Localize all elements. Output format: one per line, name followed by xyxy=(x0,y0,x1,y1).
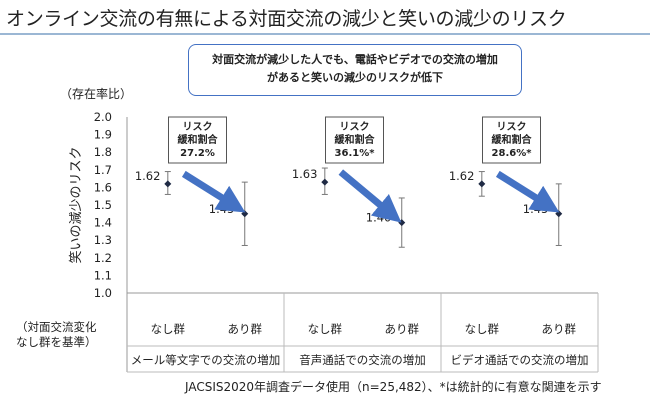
y-tick-label: 1.2 xyxy=(94,251,112,265)
data-label: 1.63 xyxy=(292,167,318,181)
category-label: なし群 xyxy=(465,322,500,336)
category-label: あり群 xyxy=(228,322,263,336)
risk-box-text: 緩和割合 xyxy=(492,133,533,146)
data-point xyxy=(478,180,486,188)
category-label: なし群 xyxy=(151,322,186,336)
risk-box-text: 緩和割合 xyxy=(178,133,219,146)
y-tick-label: 1.8 xyxy=(94,145,112,159)
y-axis-title: 笑いの減少のリスク xyxy=(68,146,84,263)
group-name: メール等文字での交流の増加 xyxy=(131,353,281,367)
group-name: 音声通話での交流の増加 xyxy=(299,353,426,367)
group-name: ビデオ通話での交流の増加 xyxy=(451,353,589,367)
y-tick-label: 1.7 xyxy=(94,163,112,177)
data-point xyxy=(321,178,329,186)
trend-arrow xyxy=(495,170,560,213)
footnote: JACSIS2020年調査データ使用（n=25,482）、*は統計的に有意な関連… xyxy=(185,380,602,394)
category-label: なし群 xyxy=(308,322,343,336)
risk-box-text: リスク xyxy=(497,121,527,133)
risk-box xyxy=(325,116,384,164)
risk-box-text: 27.2% xyxy=(180,148,215,159)
risk-box-text: リスク xyxy=(183,121,213,133)
data-point xyxy=(241,210,249,218)
y-axis-unit: （存在率比） xyxy=(60,86,132,101)
data-point xyxy=(555,210,563,218)
callout-line-1: 対面交流が減少した人でも、電話やビデオでの交流の増加 xyxy=(212,53,498,66)
data-point xyxy=(164,180,172,188)
data-label: 1.62 xyxy=(449,169,475,183)
risk-box-text: 36.1%* xyxy=(335,148,376,159)
y-tick-label: 1.9 xyxy=(94,128,112,142)
y-tick-label: 1.1 xyxy=(94,268,112,282)
category-label: あり群 xyxy=(385,322,420,336)
summary-callout: 対面交流が減少した人でも、電話やビデオでの交流の増加 があると笑いの減少のリスク… xyxy=(188,44,522,96)
title-divider xyxy=(0,33,650,35)
y-tick-label: 1.3 xyxy=(94,233,112,247)
y-tick-label: 1.5 xyxy=(94,198,112,212)
reference-label-line-2: なし群を基準） xyxy=(16,335,97,349)
data-label: 1.62 xyxy=(135,169,161,183)
data-point xyxy=(398,219,406,227)
callout-line-2: があると笑いの減少のリスクが低下 xyxy=(267,71,443,84)
risk-box-text: 緩和割合 xyxy=(335,133,376,146)
y-tick-label: 1.6 xyxy=(94,180,112,194)
reference-label-line-1: （対面交流変化 xyxy=(16,320,97,334)
trend-arrow xyxy=(181,170,246,213)
trend-arrow xyxy=(338,169,402,223)
category-label: あり群 xyxy=(542,322,577,336)
risk-box-text: リスク xyxy=(340,121,370,133)
y-tick-label: 1.0 xyxy=(94,286,112,300)
risk-box-text: 28.6%* xyxy=(492,148,533,159)
risk-box xyxy=(482,116,541,164)
y-tick-label: 2.0 xyxy=(94,110,112,124)
y-tick-label: 1.4 xyxy=(94,216,112,230)
risk-box xyxy=(168,116,227,164)
page-title: オンライン交流の有無による対面交流の減少と笑いの減少のリスク xyxy=(6,8,567,30)
